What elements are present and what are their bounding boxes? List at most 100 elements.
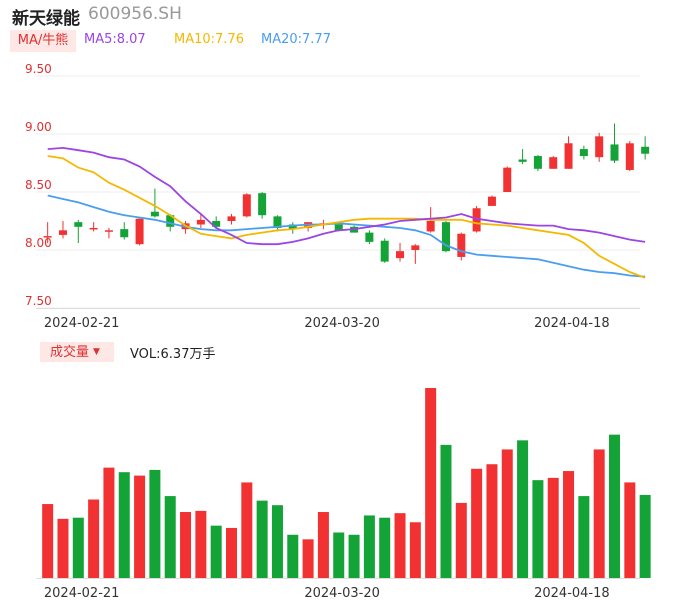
- volume-bar: [164, 496, 176, 578]
- caret-down-icon: ▼: [93, 347, 100, 357]
- candle-body: [196, 219, 205, 225]
- volume-bar: [624, 482, 636, 578]
- volume-bar: [72, 517, 84, 578]
- volume-bar: [271, 505, 283, 578]
- candle-body: [89, 227, 98, 230]
- volume-indicator-selector[interactable]: 成交量 ▼: [40, 342, 114, 362]
- candle-body: [564, 143, 573, 169]
- price-chart[interactable]: 9.50 9.00 8.50 8.00 7.50 2024-02-21 2024-03-20…: [0, 0, 686, 340]
- stock-code: 600956.SH: [88, 4, 182, 24]
- candle-body: [120, 229, 129, 238]
- candle-body: [227, 216, 236, 221]
- volume-bar: [256, 500, 268, 578]
- volume-bar: [455, 502, 467, 578]
- candle-body: [288, 224, 297, 230]
- volume-bar: [226, 527, 237, 578]
- volume-bar: [501, 449, 513, 578]
- candle-body: [150, 211, 159, 217]
- price-axis-label: 7.50: [25, 294, 52, 308]
- volume-bar: [609, 434, 620, 578]
- volume-bar: [409, 522, 421, 578]
- ma20-legend: MA20:7.77: [261, 32, 331, 47]
- candle-body: [641, 146, 650, 154]
- volume-bar: [241, 482, 253, 578]
- volume-bar: [42, 504, 54, 578]
- candle-body: [104, 230, 113, 232]
- volume-bar: [348, 534, 360, 578]
- candle-body: [457, 233, 466, 257]
- volume-bar: [486, 464, 498, 578]
- volume-bar: [440, 444, 452, 578]
- candle-body: [74, 222, 83, 227]
- candle-body: [610, 144, 619, 161]
- candle-body: [380, 240, 389, 262]
- volume-bar: [639, 494, 651, 578]
- candle-body: [365, 232, 374, 242]
- volume-bar: [394, 513, 406, 578]
- candle-body: [273, 216, 282, 228]
- volume-bar: [363, 515, 375, 578]
- candle-body: [503, 167, 512, 192]
- volume-bar: [317, 512, 329, 578]
- price-axis-label: 9.50: [25, 62, 52, 76]
- candle-body: [487, 196, 496, 206]
- volume-bar: [379, 517, 391, 578]
- candle-body: [166, 215, 175, 227]
- candle-body: [579, 149, 588, 157]
- candle-body: [472, 208, 481, 232]
- volume-bar: [563, 471, 575, 578]
- volume-bar: [57, 518, 69, 578]
- volume-bar: [195, 510, 207, 578]
- volume-value: VOL:6.37万手: [130, 347, 216, 362]
- date-axis-label: 2024-04-18: [534, 586, 610, 601]
- candle-body: [625, 143, 634, 170]
- ma10-legend: MA10:7.76: [174, 32, 244, 47]
- candle-body: [258, 193, 267, 216]
- candle-body: [242, 194, 251, 217]
- candle-body: [334, 224, 343, 231]
- candle-body: [212, 221, 221, 227]
- ma-indicator-selector[interactable]: MA/牛熊: [10, 30, 76, 52]
- volume-bar: [532, 480, 544, 578]
- candle-body: [411, 245, 420, 250]
- volume-bar: [210, 525, 222, 578]
- date-axis-label: 2024-02-21: [44, 316, 120, 331]
- candle-body: [441, 222, 450, 252]
- date-axis-label: 2024-04-18: [534, 316, 610, 331]
- volume-bar: [517, 440, 529, 578]
- ma5-legend: MA5:8.07: [84, 32, 146, 47]
- candle-body: [595, 136, 604, 158]
- stock-name: 新天绿能: [12, 9, 80, 29]
- candle-body: [426, 221, 435, 232]
- price-axis-label: 8.50: [25, 178, 52, 192]
- ma10-line: [47, 155, 646, 279]
- volume-bar: [547, 477, 559, 578]
- candle-body: [549, 157, 558, 169]
- volume-bar: [134, 475, 146, 578]
- ma20-line: [47, 194, 646, 278]
- volume-bar: [302, 539, 314, 578]
- price-axis-label: 9.00: [25, 120, 52, 134]
- volume-bar: [118, 472, 130, 578]
- volume-bar: [593, 449, 605, 578]
- volume-bar: [333, 532, 345, 578]
- ma5-line: [47, 146, 646, 246]
- volume-bar: [578, 496, 590, 578]
- date-axis-label: 2024-02-21: [44, 586, 120, 601]
- volume-bar: [103, 467, 115, 578]
- date-axis-label: 2024-03-20: [304, 586, 380, 601]
- volume-bar: [149, 469, 161, 578]
- candle-body: [533, 156, 542, 169]
- candle-body: [58, 230, 67, 235]
- volume-bar: [471, 468, 483, 578]
- volume-indicator-label: 成交量: [50, 345, 90, 360]
- price-axis-label: 8.00: [25, 236, 52, 250]
- volume-bar: [88, 499, 100, 578]
- volume-bar: [425, 388, 437, 578]
- candle-body: [396, 251, 405, 259]
- candle-body: [135, 218, 144, 245]
- date-axis-label: 2024-03-20: [304, 316, 380, 331]
- candle-body: [43, 236, 52, 238]
- candle-body: [518, 159, 527, 162]
- volume-bar: [287, 534, 299, 578]
